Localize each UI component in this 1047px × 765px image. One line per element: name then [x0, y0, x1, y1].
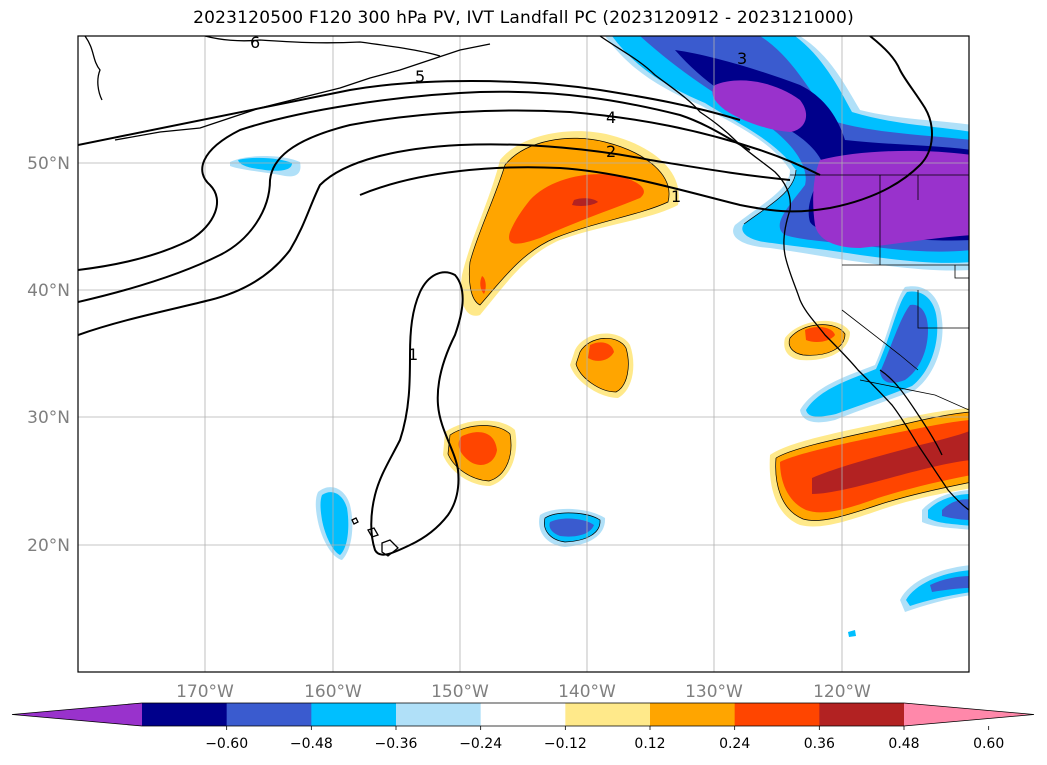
negative-anomaly-southwest [800, 286, 969, 637]
lon-tick-label: 140°W [558, 682, 616, 702]
colorbar-outline [11, 702, 1035, 727]
lon-tick-label: 130°W [685, 682, 743, 702]
map-title: 2023120500 F120 300 hPa PV, IVT Landfall… [193, 8, 854, 28]
lon-tick-label: 120°W [813, 682, 871, 702]
lat-tick-label: 50°N [27, 154, 70, 174]
colorbar-tick-label: −0.24 [459, 736, 502, 752]
colorbar-tick-label: 0.48 [888, 736, 919, 752]
colorbar-segment [565, 703, 651, 726]
colorbar-segment [734, 703, 820, 726]
contour-label: 3 [737, 49, 747, 68]
map-area: 6 5 4 3 2 1 1 [78, 33, 969, 672]
colorbar-tick-label: 0.60 [973, 736, 1004, 752]
lat-tick-label: 20°N [27, 536, 70, 556]
lon-tick-label: 160°W [304, 682, 362, 702]
lat-tick-label: 40°N [27, 281, 70, 301]
colorbar-segment [396, 703, 482, 726]
lon-tick-label: 170°W [176, 682, 234, 702]
longitude-labels: 170°W 160°W 150°W 140°W 130°W 120°W [176, 682, 871, 702]
colorbar-segment [142, 703, 228, 726]
pv-contours [78, 36, 933, 556]
colorbar-segment [819, 703, 905, 726]
contour-label: 2 [606, 142, 616, 161]
negative-anomaly-small [230, 155, 606, 560]
patch-outlines [447, 137, 969, 543]
positive-anomaly-small-1 [570, 333, 634, 398]
contour-labels: 6 5 4 3 2 1 1 [250, 33, 747, 364]
lon-tick-label: 150°W [431, 682, 489, 702]
contour-label: 5 [415, 67, 425, 86]
positive-anomaly-subtropical-band [769, 408, 969, 527]
colorbar-segment [650, 703, 736, 726]
colorbar: −0.60 −0.48 −0.36 −0.24 −0.12 0.12 0.24 0.36 0.4… [11, 702, 1035, 752]
colorbar-extend-low [12, 703, 142, 726]
latitude-labels: 50°N 40°N 30°N 20°N [27, 154, 70, 556]
positive-anomaly-small-2 [443, 420, 517, 486]
colorbar-tick-label: −0.36 [375, 736, 418, 752]
lat-tick-label: 30°N [27, 408, 70, 428]
colorbar-segment [480, 703, 566, 726]
contour-label: 1 [671, 187, 681, 206]
colorbar-tick-label: 0.36 [804, 736, 835, 752]
colorbar-extend-high [904, 703, 1034, 726]
colorbar-segment [311, 703, 397, 726]
contour-label: 1 [408, 345, 418, 364]
coastlines [84, 36, 969, 557]
colorbar-tick-label: 0.12 [634, 736, 665, 752]
map-frame [77, 35, 970, 673]
colorbar-tick-label: −0.48 [290, 736, 333, 752]
contour-label: 4 [606, 108, 616, 127]
colorbar-tick-label: 0.24 [719, 736, 750, 752]
colorbar-segment [226, 703, 312, 726]
political-borders [790, 174, 969, 411]
colorbar-tick-label: −0.12 [544, 736, 587, 752]
gridlines [78, 36, 969, 672]
colorbar-tick-label: −0.60 [205, 736, 248, 752]
contour-label: 6 [250, 33, 260, 52]
